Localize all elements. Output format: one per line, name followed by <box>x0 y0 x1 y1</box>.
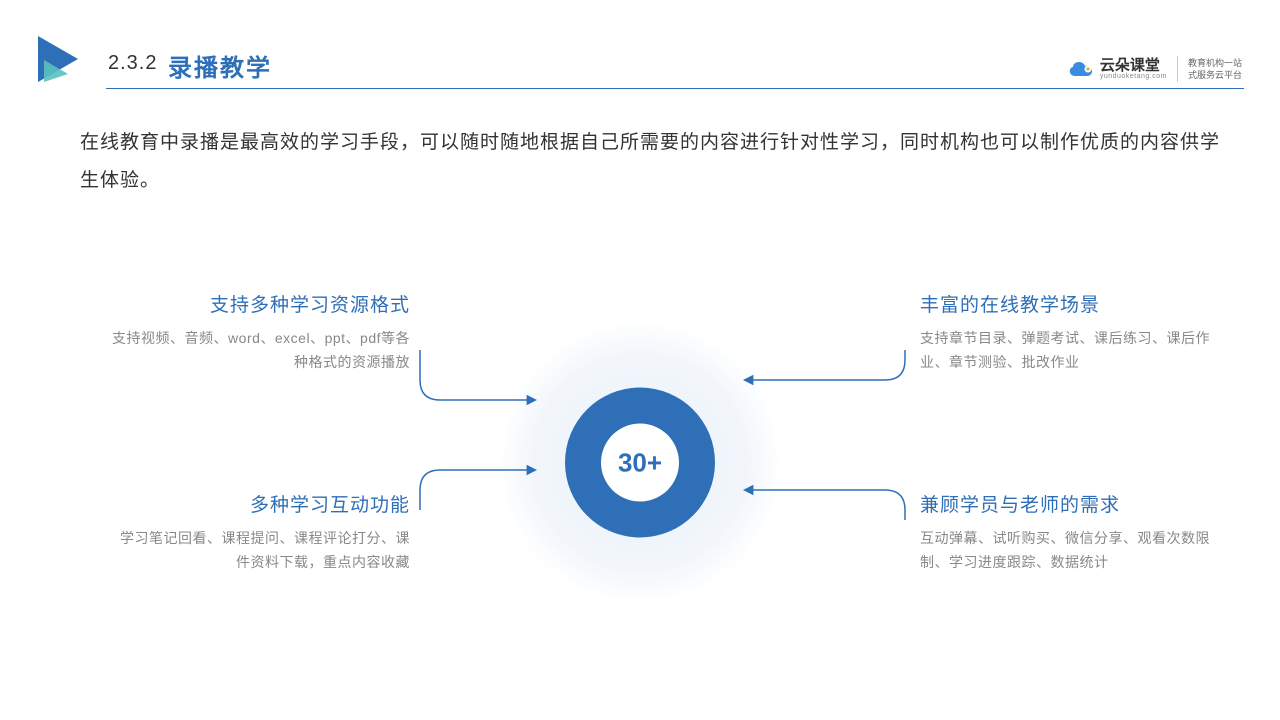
feature-bottom-left: 多种学习互动功能 学习笔记回看、课程提问、课程评论打分、课件资料下载，重点内容收… <box>110 490 410 575</box>
slide-header: 2.3.2 录播教学 云朵课堂 yunduoketang.com 教育机构一站 … <box>0 34 1280 94</box>
brand-logo: 云朵课堂 yunduoketang.com 教育机构一站 式服务云平台 <box>1066 56 1242 82</box>
center-value: 30+ <box>601 424 679 502</box>
intro-paragraph: 在线教育中录播是最高效的学习手段，可以随时随地根据自己所需要的内容进行针对性学习… <box>80 124 1220 200</box>
feature-top-right: 丰富的在线教学场景 支持章节目录、弹题考试、课后练习、课后作业、章节测验、批改作… <box>920 290 1220 375</box>
center-badge: 30+ <box>565 388 715 538</box>
brand-url: yunduoketang.com <box>1100 73 1167 80</box>
brand-tagline: 教育机构一站 式服务云平台 <box>1188 57 1242 81</box>
feature-title: 多种学习互动功能 <box>110 490 410 517</box>
feature-bottom-right: 兼顾学员与老师的需求 互动弹幕、试听购买、微信分享、观看次数限制、学习进度跟踪、… <box>920 490 1220 575</box>
play-icon <box>34 34 84 89</box>
feature-diagram: 30+ 支持多种学习资源格式 支持视频、音频、word、excel、ppt、pd… <box>0 260 1280 620</box>
feature-title: 支持多种学习资源格式 <box>110 290 410 317</box>
logo-divider <box>1177 56 1178 82</box>
center-ring: 30+ <box>565 388 715 538</box>
tagline-line2: 式服务云平台 <box>1188 69 1242 81</box>
title-rule <box>106 88 1244 89</box>
feature-title: 兼顾学员与老师的需求 <box>920 490 1220 517</box>
section-title: 录播教学 <box>168 48 272 83</box>
tagline-line1: 教育机构一站 <box>1188 57 1242 69</box>
feature-desc: 互动弹幕、试听购买、微信分享、观看次数限制、学习进度跟踪、数据统计 <box>920 527 1220 575</box>
brand-name: 云朵课堂 <box>1100 58 1167 73</box>
feature-top-left: 支持多种学习资源格式 支持视频、音频、word、excel、ppt、pdf等各种… <box>110 290 410 375</box>
feature-desc: 支持章节目录、弹题考试、课后练习、课后作业、章节测验、批改作业 <box>920 327 1220 375</box>
feature-desc: 支持视频、音频、word、excel、ppt、pdf等各种格式的资源播放 <box>110 327 410 375</box>
section-number: 2.3.2 <box>108 52 157 75</box>
feature-desc: 学习笔记回看、课程提问、课程评论打分、课件资料下载，重点内容收藏 <box>110 527 410 575</box>
feature-title: 丰富的在线教学场景 <box>920 290 1220 317</box>
cloud-icon: 云朵课堂 yunduoketang.com <box>1066 58 1167 80</box>
